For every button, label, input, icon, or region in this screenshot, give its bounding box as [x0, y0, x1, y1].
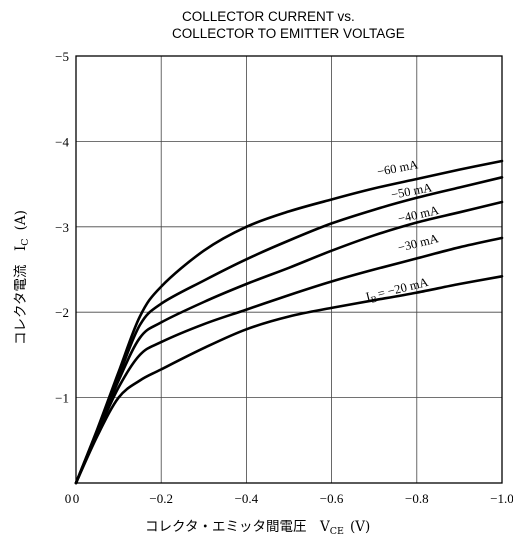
y-tick-label: −1: [55, 391, 69, 406]
chart-title-line-2: COLLECTOR TO EMITTER VOLTAGE: [172, 26, 405, 41]
x-axis-label-subscript: CE: [330, 526, 344, 537]
series-label-prefix: I: [364, 289, 371, 304]
x-tick-label: −0.4: [235, 491, 259, 506]
series-line: [74, 159, 504, 485]
y-axis-label-unit: (A): [13, 210, 29, 230]
x-tick-label: −0.8: [405, 491, 429, 506]
x-axis-label: コレクタ・エミッタ間電圧 VCE (V): [145, 519, 370, 537]
series-label: IB= −20 mA: [364, 275, 430, 306]
series-line: [74, 200, 504, 485]
series-label-text: −30 mA: [396, 231, 440, 255]
x-axis-label-main: コレクタ・エミッタ間電圧 V: [145, 519, 330, 535]
grid: [76, 56, 502, 483]
y-tick-label: −4: [55, 134, 69, 149]
series-label-text: −60 mA: [376, 157, 419, 179]
x-tick-label: 0: [73, 491, 80, 506]
series-label: −30 mA: [396, 231, 440, 255]
series-label-text: = −20 mA: [376, 275, 429, 301]
y-axis-label-main: コレクタ電流 I: [13, 246, 29, 345]
curves: [74, 159, 504, 485]
chart-title-line-1: COLLECTOR CURRENT vs.: [182, 9, 355, 24]
y-axis-label: コレクタ電流 IC (A): [13, 210, 31, 345]
plot-frame: [75, 55, 503, 484]
y-tick-label: −3: [55, 220, 69, 235]
series-line: [74, 236, 504, 485]
x-tick-label: −1.0: [490, 491, 513, 506]
y-tick-label: −2: [55, 305, 69, 320]
tick-labels: 0 −0.2 −0.4 −0.6 −0.8 −1.0 −1 −2 −3 −4 −5 0: [55, 49, 513, 506]
x-axis-label-unit: (V): [350, 519, 370, 535]
origin-tick-label: 0: [65, 491, 72, 506]
series-line: [74, 275, 504, 485]
series-label: −60 mA: [376, 157, 419, 179]
y-tick-label: −5: [55, 49, 69, 64]
series-line: [74, 176, 504, 485]
x-tick-label: −0.2: [149, 491, 173, 506]
y-axis-label-subscript: C: [20, 238, 31, 245]
x-tick-label: −0.6: [320, 491, 344, 506]
series-label-subscript: B: [370, 294, 378, 305]
